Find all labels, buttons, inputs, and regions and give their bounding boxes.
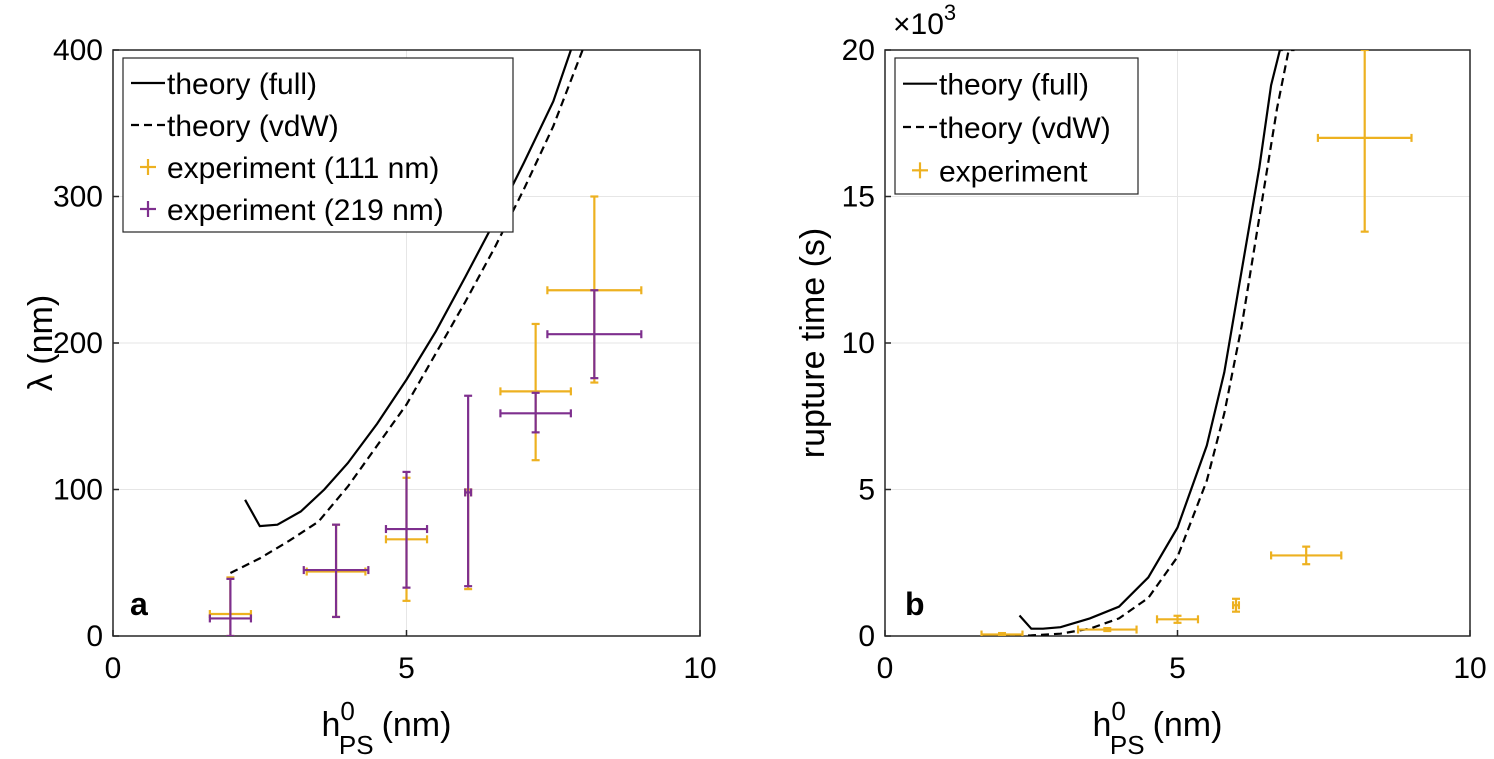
x-tick-label: 10 — [683, 652, 716, 685]
series-line-0 — [1018, 50, 1283, 630]
y-tick-label: 200 — [53, 327, 103, 360]
legend-label-1: theory (vdW) — [939, 112, 1111, 145]
data-point — [384, 470, 429, 589]
x-axis-label: h0 PS(nm) — [322, 696, 452, 759]
data-point — [980, 630, 1024, 636]
legend-label-2: experiment — [939, 155, 1088, 188]
legend: theory (full) theory (vdW) experiment — [894, 57, 1139, 195]
chart-panel-b: 0 5 10 0 5 10 15 20 ×103 rupture time (s) h0 PS(nm)… — [794, 0, 1487, 759]
legend: theory (full) theory (vdW) experiment (111… — [122, 57, 514, 233]
data-point — [1076, 625, 1138, 634]
legend-label-2: experiment (111 nm) — [167, 152, 439, 185]
y-tick-label: 0 — [858, 620, 875, 653]
data-point — [464, 394, 473, 588]
data-point — [546, 289, 643, 380]
data-point — [1231, 597, 1241, 613]
y-tick-label: 300 — [53, 181, 103, 214]
data-point — [499, 391, 572, 434]
legend-label-1: theory (vdW) — [167, 110, 339, 143]
plot-area — [208, 50, 643, 636]
x-tick-label: 5 — [1169, 652, 1186, 685]
plot-area — [980, 50, 1413, 636]
x-tick-label: 5 — [398, 652, 415, 685]
data-point — [1155, 614, 1200, 624]
x-tick-label: 10 — [1453, 652, 1486, 685]
y-tick-label: 15 — [842, 181, 875, 214]
y-tick-label: 10 — [842, 327, 875, 360]
y-multiplier: ×103 — [893, 0, 956, 41]
y-tick-label: 100 — [53, 474, 103, 507]
data-point — [302, 523, 370, 619]
legend-box — [122, 57, 514, 233]
data-point — [208, 577, 253, 636]
series-line-1 — [229, 50, 584, 574]
panel-label: b — [905, 586, 925, 622]
legend-label-0: theory (full) — [167, 68, 317, 101]
y-tick-label: 0 — [86, 620, 103, 653]
data-point — [1316, 50, 1413, 233]
y-tick-label: 5 — [858, 474, 875, 507]
legend-label-0: theory (full) — [939, 69, 1089, 102]
panel-label: a — [130, 586, 148, 622]
x-axis-label: h0 PS(nm) — [1093, 696, 1223, 759]
y-tick-label: 400 — [53, 34, 103, 67]
data-point — [1269, 545, 1343, 566]
y-axis-label: λ (nm) — [22, 295, 60, 391]
x-tick-label: 0 — [105, 652, 122, 685]
x-tick-label: 0 — [877, 652, 894, 685]
series-line-0 — [244, 50, 572, 528]
legend-label-3: experiment (219 nm) — [167, 194, 444, 227]
y-tick-label: 20 — [842, 34, 875, 67]
y-axis-label: rupture time (s) — [794, 228, 832, 459]
